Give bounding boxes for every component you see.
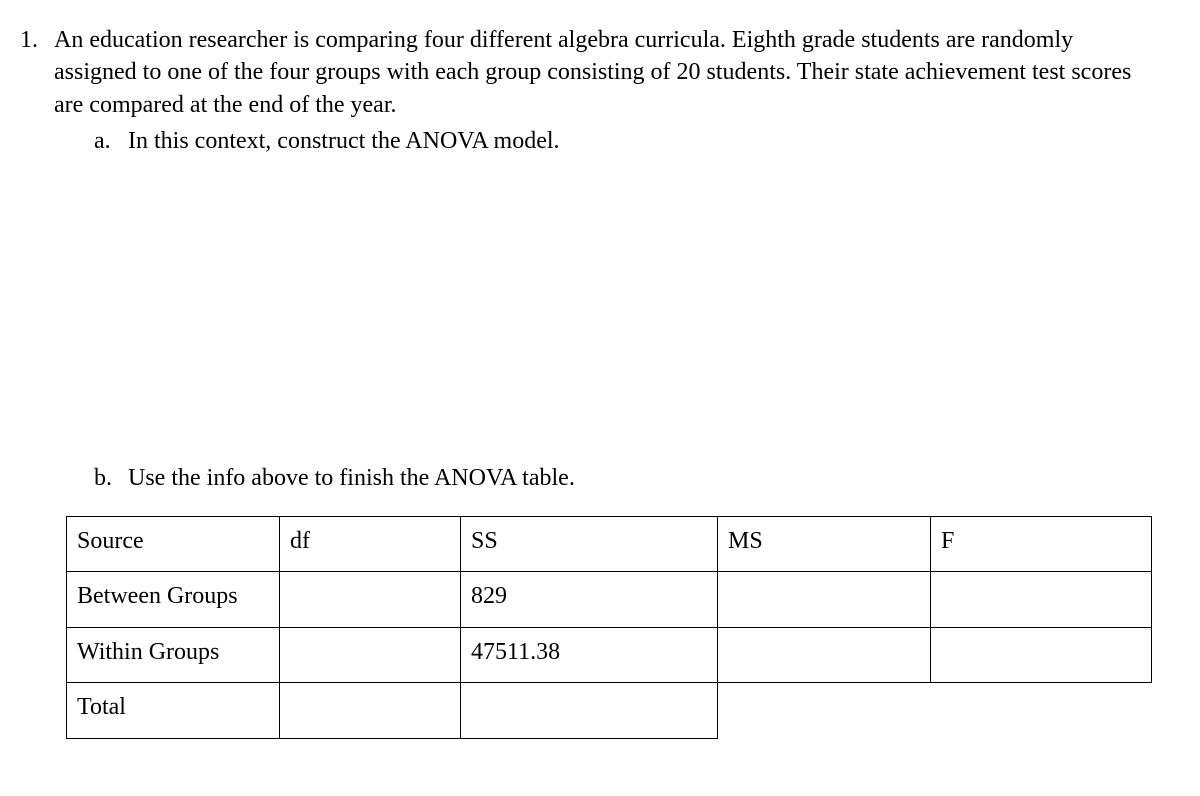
cell-source: Between Groups — [67, 572, 280, 627]
table-header-row: Source df SS MS F — [67, 516, 1152, 571]
cell-ss: 829 — [461, 572, 718, 627]
header-df: df — [280, 516, 461, 571]
blank-workspace-a — [54, 158, 1160, 458]
header-ss: SS — [461, 516, 718, 571]
part-b-label: b. — [94, 462, 128, 494]
cell-f-empty — [931, 683, 1152, 738]
cell-df — [280, 627, 461, 682]
cell-ss — [461, 683, 718, 738]
table-row: Between Groups 829 — [67, 572, 1152, 627]
part-a-text: In this context, construct the ANOVA mod… — [128, 125, 560, 157]
cell-ms — [718, 572, 931, 627]
cell-ms — [718, 627, 931, 682]
question-body: An education researcher is comparing fou… — [54, 24, 1160, 494]
cell-source: Within Groups — [67, 627, 280, 682]
part-a: a. In this context, construct the ANOVA … — [54, 125, 1160, 157]
table-row: Within Groups 47511.38 — [67, 627, 1152, 682]
question-number: 1. — [18, 24, 54, 56]
cell-f — [931, 572, 1152, 627]
cell-df — [280, 572, 461, 627]
header-source: Source — [67, 516, 280, 571]
header-ms: MS — [718, 516, 931, 571]
cell-source: Total — [67, 683, 280, 738]
part-b-text: Use the info above to finish the ANOVA t… — [128, 462, 575, 494]
question-1: 1. An education researcher is comparing … — [18, 24, 1160, 494]
question-text: An education researcher is comparing fou… — [54, 27, 1131, 118]
cell-df — [280, 683, 461, 738]
header-f: F — [931, 516, 1152, 571]
cell-ss: 47511.38 — [461, 627, 718, 682]
page: 1. An education researcher is comparing … — [0, 0, 1200, 739]
part-a-label: a. — [94, 125, 128, 157]
cell-f — [931, 627, 1152, 682]
anova-table: Source df SS MS F Between Groups 829 Wit… — [66, 516, 1152, 739]
cell-ms-empty — [718, 683, 931, 738]
part-b: b. Use the info above to finish the ANOV… — [54, 462, 1160, 494]
table-row: Total — [67, 683, 1152, 738]
